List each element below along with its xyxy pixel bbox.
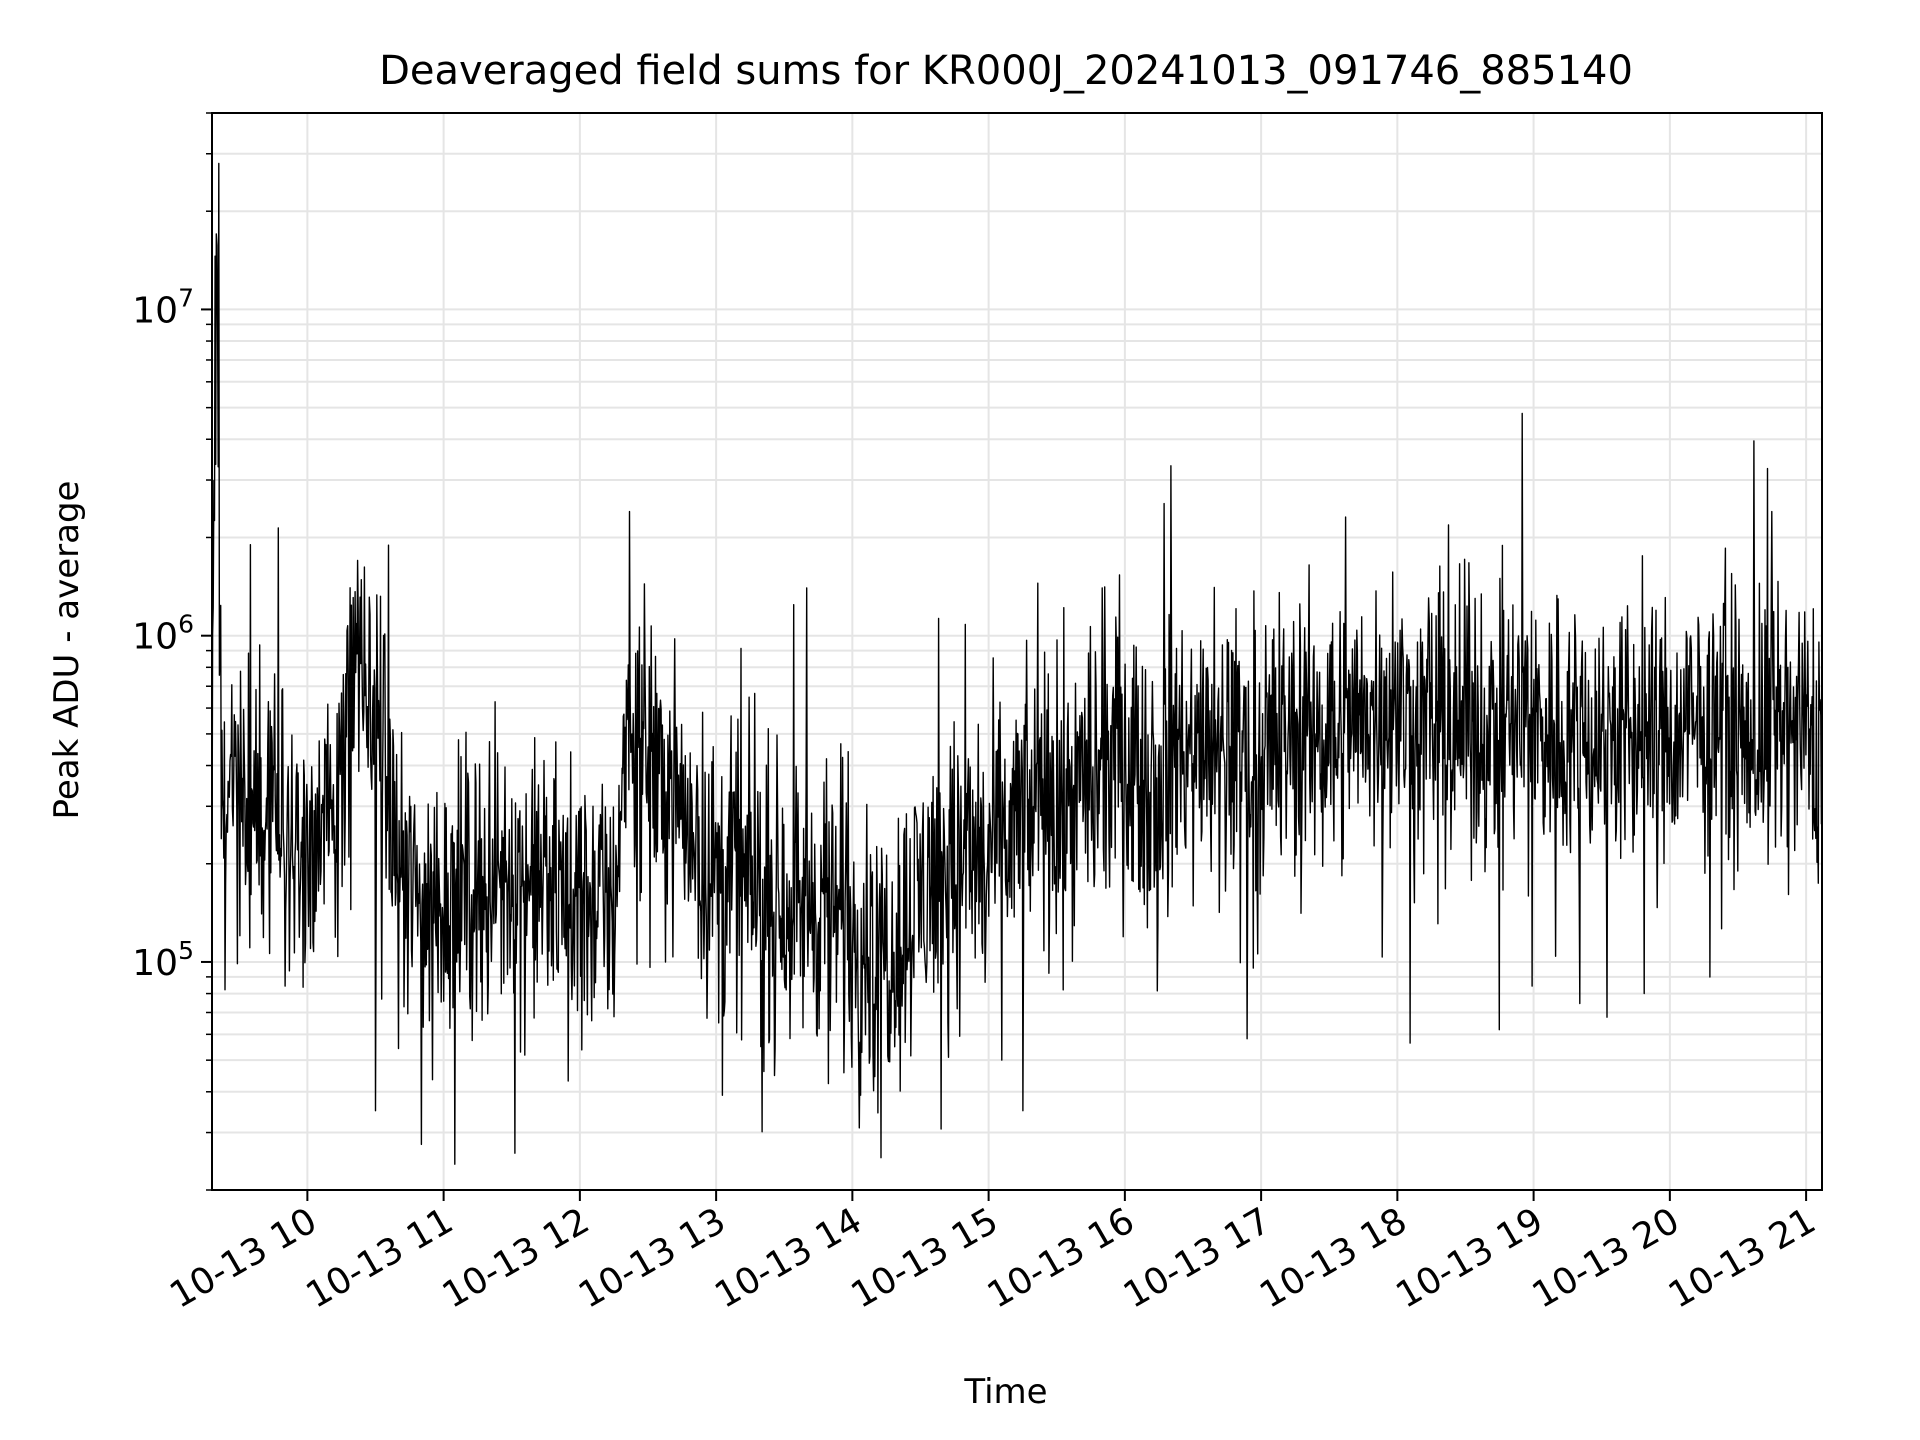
y-tick-label-exponent: 7 bbox=[178, 283, 194, 312]
y-tick-label-base: 10 bbox=[132, 617, 178, 658]
y-tick-label: 107 bbox=[132, 283, 194, 331]
y-tick-label-base: 10 bbox=[132, 943, 178, 984]
series-line bbox=[211, 162, 1823, 1165]
plot-area-frame bbox=[211, 112, 1823, 1191]
y-tick-label-exponent: 6 bbox=[178, 610, 194, 639]
y-tick-label: 105 bbox=[132, 936, 194, 984]
y-tick-label: 106 bbox=[132, 610, 194, 658]
chart-title: Deaveraged field sums for KR000J_2024101… bbox=[379, 48, 1633, 94]
x-axis-label: Time bbox=[963, 1372, 1047, 1412]
y-tick-label-base: 10 bbox=[132, 290, 178, 331]
series-path bbox=[211, 162, 1823, 1165]
y-tick-label-exponent: 5 bbox=[178, 936, 194, 965]
y-axis-label: Peak ADU - average bbox=[47, 481, 87, 820]
